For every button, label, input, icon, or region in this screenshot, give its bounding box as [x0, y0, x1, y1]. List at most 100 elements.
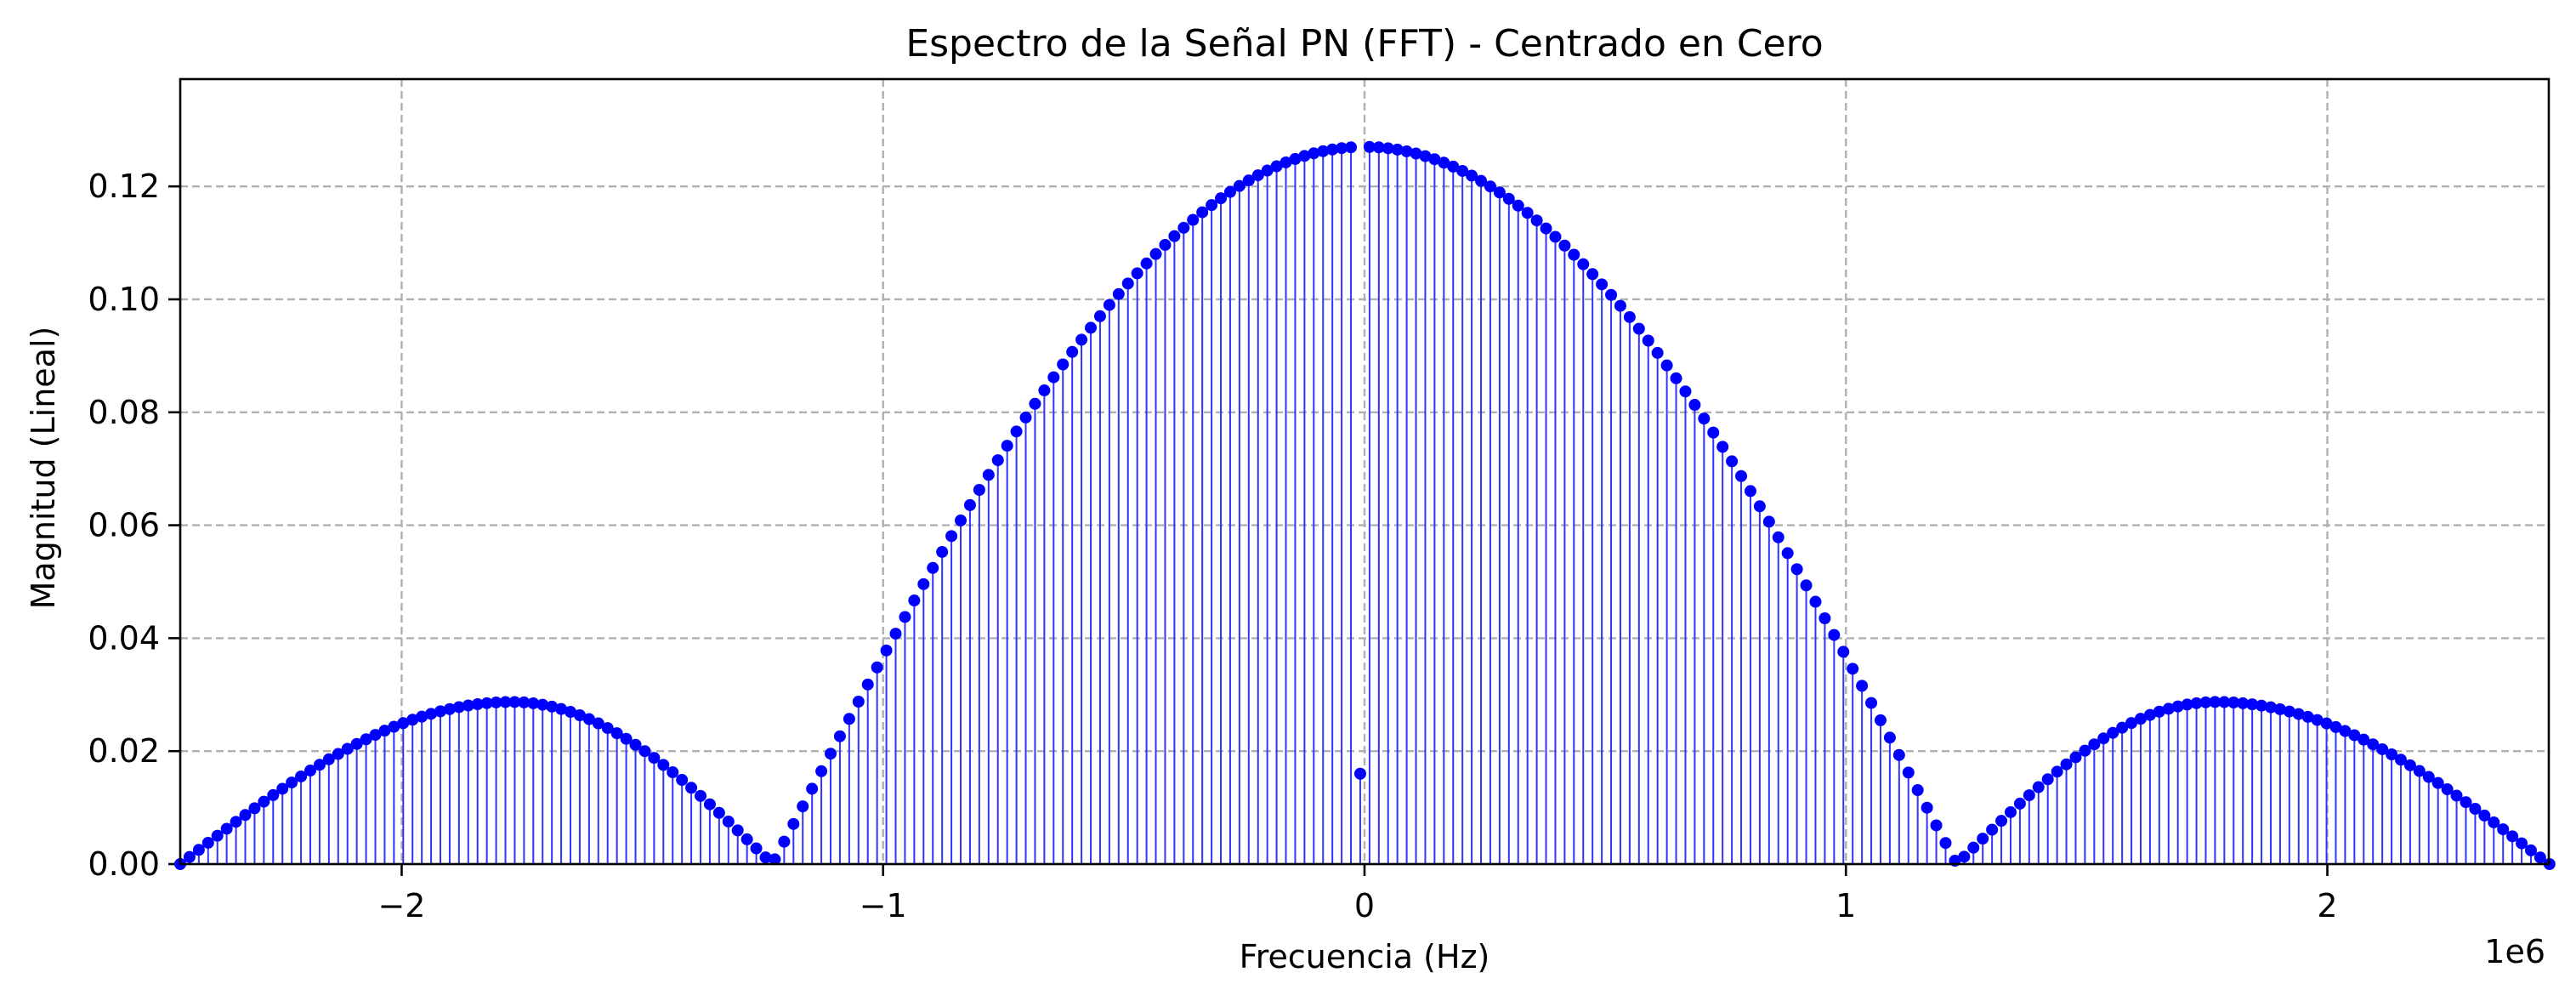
stem-marker	[2013, 797, 2026, 810]
stem-marker	[703, 798, 716, 810]
stem-marker	[1475, 174, 1488, 187]
stem-marker	[565, 706, 577, 719]
stem-marker	[1447, 160, 1460, 173]
stem-marker	[2097, 732, 2110, 745]
stem-marker	[2506, 830, 2519, 843]
stem-marker	[1521, 207, 1534, 219]
stem-marker	[258, 795, 270, 808]
stem-marker	[1967, 841, 1980, 854]
stem-marker	[880, 644, 893, 657]
stem-marker	[2358, 733, 2370, 746]
stem-marker	[648, 752, 661, 765]
stem-marker	[276, 782, 289, 795]
stem-marker	[1400, 145, 1413, 157]
stem-marker	[2023, 789, 2035, 802]
stem-marker	[1502, 192, 1515, 205]
stem-marker	[2386, 748, 2398, 761]
stem-marker	[657, 759, 670, 771]
stem-marker	[889, 628, 902, 640]
stem-marker	[833, 730, 846, 742]
stem-marker	[1168, 230, 1181, 242]
stem-marker	[2218, 696, 2231, 708]
stem-marker	[2376, 742, 2389, 755]
stem-marker	[2301, 710, 2314, 723]
stem-marker	[1726, 455, 1739, 468]
stem-marker	[2116, 721, 2129, 734]
stem-marker	[1892, 748, 1905, 761]
stem-marker	[1085, 321, 1098, 334]
stem-marker	[1679, 385, 1692, 398]
stem-marker	[2497, 823, 2510, 836]
stem-marker	[341, 742, 354, 755]
stem-marker	[406, 714, 419, 726]
stem-marker	[2533, 851, 2546, 864]
stem-marker	[2403, 759, 2416, 771]
stem-marker	[1837, 646, 1850, 658]
stem-marker	[1029, 397, 1041, 410]
stem-marker	[2422, 771, 2435, 783]
stem-marker	[1159, 238, 1172, 251]
stem-marker	[2524, 844, 2537, 856]
stem-marker	[1530, 214, 1543, 227]
stem-marker	[1632, 322, 1645, 335]
stem-marker	[1075, 333, 1088, 346]
stem-marker	[610, 727, 623, 740]
stem-marker	[1382, 142, 1394, 155]
x-axis-label: Frecuencia (Hz)	[1240, 938, 1490, 975]
stem-marker	[2264, 701, 2277, 714]
x-tick-label: 0	[1354, 887, 1375, 924]
stem-marker	[2413, 765, 2426, 777]
chart-title: Espectro de la Señal PN (FFT) - Centrado…	[905, 22, 1823, 65]
stem-marker	[2348, 729, 2361, 742]
stem-marker	[2292, 708, 2305, 720]
stem-marker	[852, 696, 865, 708]
stem-marker	[211, 829, 224, 842]
stem-marker	[731, 824, 744, 837]
stem-marker	[2134, 713, 2147, 725]
stem-marker	[1233, 179, 1245, 192]
stem-marker	[917, 577, 930, 590]
stem-marker	[1326, 143, 1339, 156]
stem-marker	[2162, 702, 2175, 715]
stem-marker	[471, 698, 484, 711]
stem-marker	[1353, 767, 1366, 780]
stem-marker	[480, 697, 493, 709]
stem-marker	[1586, 268, 1599, 281]
stem-marker	[1066, 345, 1079, 358]
stem-marker	[1577, 258, 1590, 270]
stem-marker	[712, 806, 725, 819]
stem-marker	[1977, 833, 1989, 845]
stem-marker	[1568, 248, 1580, 261]
stem-marker	[927, 561, 939, 574]
stem-marker	[1874, 714, 1887, 726]
stem-marker	[2051, 765, 2063, 778]
stem-marker	[1131, 267, 1143, 280]
stem-marker	[1177, 221, 1190, 234]
y-tick-label: 0.02	[88, 732, 160, 770]
stem-marker	[1670, 372, 1682, 384]
stem-marker	[1103, 299, 1115, 311]
stem-marker	[2171, 700, 2184, 713]
stem-marker	[1549, 230, 1562, 243]
stem-marker	[722, 815, 735, 828]
stem-marker	[1930, 819, 1943, 832]
stem-marker	[2107, 726, 2119, 739]
stem-marker	[1744, 485, 1756, 498]
stem-marker	[685, 782, 698, 794]
stem-marker	[573, 708, 586, 721]
stem-marker	[1856, 680, 1869, 692]
stem-marker	[1902, 766, 1915, 779]
y-axis-ticks: 0.00 0.02 0.04 0.06 0.08 0.10 0.12	[88, 168, 180, 883]
stem-marker	[2460, 796, 2472, 809]
stem-marker	[759, 851, 772, 864]
stem-marker	[1651, 346, 1664, 359]
stem-marker	[416, 710, 428, 723]
stem-marker	[1986, 823, 1999, 836]
stem-marker	[1215, 192, 1228, 205]
stem-marker	[2237, 697, 2250, 709]
stem-marker	[676, 773, 689, 786]
stem-marker	[2367, 738, 2380, 751]
stem-marker	[1596, 278, 1609, 291]
stem-marker	[1363, 140, 1376, 153]
stem-marker	[1001, 440, 1013, 452]
